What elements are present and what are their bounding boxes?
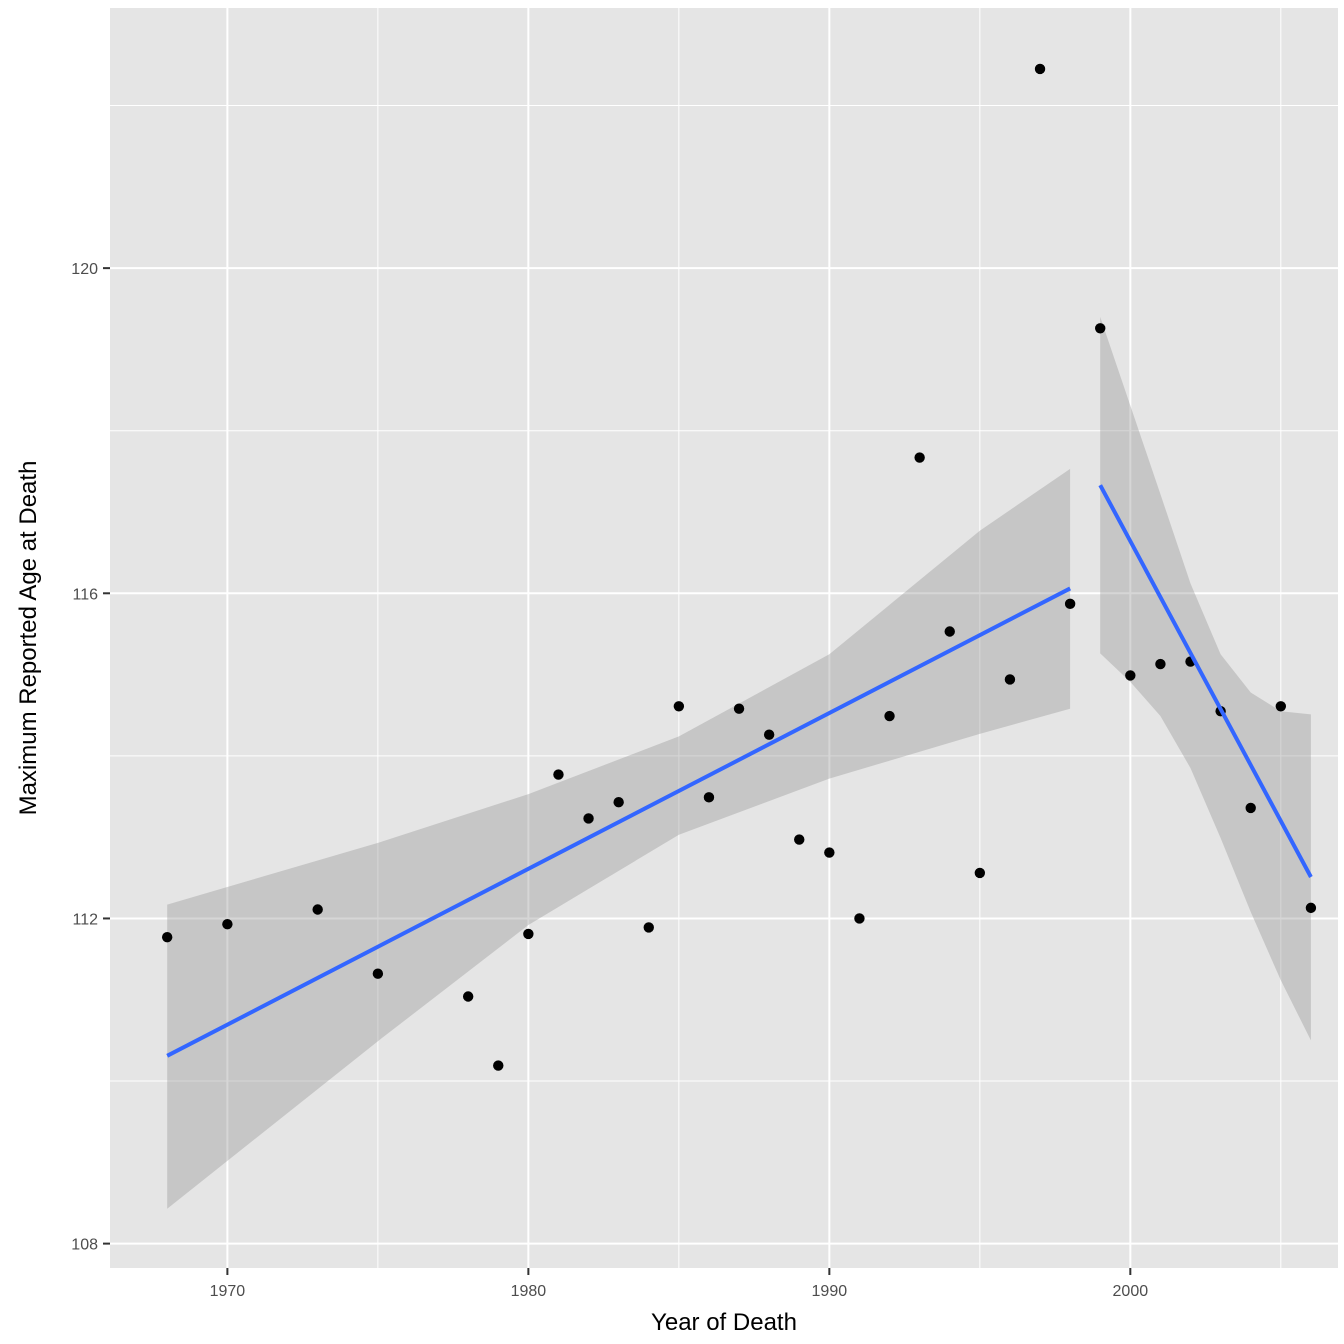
fit-line-1	[166, 586, 1072, 1058]
data-point	[1064, 598, 1076, 610]
fit-line-2	[1098, 484, 1313, 878]
data-point	[824, 847, 835, 858]
x-tick-label: 1990	[812, 1283, 848, 1300]
data-point	[493, 1060, 504, 1071]
fit-lines	[166, 484, 1313, 1058]
axis-tick-labels: 1970 1980 1990 2000 108 112 116 120	[71, 261, 1148, 1300]
confidence-band-1	[167, 468, 1071, 1209]
data-point	[523, 928, 534, 940]
data-point	[161, 931, 173, 943]
data-point	[553, 769, 564, 780]
data-point	[914, 452, 925, 463]
data-point	[1004, 674, 1016, 685]
major-gridlines	[110, 8, 1338, 1268]
y-tick-label: 108	[71, 1237, 98, 1254]
data-point	[854, 913, 865, 924]
data-point	[884, 710, 895, 722]
data-point	[222, 918, 233, 930]
data-point	[643, 922, 654, 933]
data-point	[312, 904, 323, 915]
data-point	[1245, 802, 1256, 814]
data-point	[673, 701, 685, 712]
data-point	[1034, 63, 1046, 75]
y-tick-label: 120	[71, 261, 98, 278]
data-point	[794, 834, 805, 845]
data-point	[1155, 658, 1166, 670]
axis-ticks	[103, 267, 1132, 1275]
y-tick-label: 116	[72, 586, 98, 603]
data-point	[703, 792, 715, 803]
y-axis-title: Maximum Reported Age at Death	[15, 461, 42, 816]
x-tick-label: 2000	[1113, 1283, 1149, 1300]
data-point	[583, 813, 594, 824]
y-tick-label: 112	[72, 911, 98, 928]
data-points	[161, 63, 1317, 1071]
data-point	[1125, 670, 1136, 681]
plot-panel	[110, 8, 1338, 1268]
data-point	[974, 867, 986, 879]
data-point	[1305, 902, 1317, 914]
data-point	[462, 991, 474, 1002]
data-point	[1095, 323, 1106, 334]
data-point	[733, 703, 745, 714]
minor-gridlines	[110, 8, 1338, 1268]
data-point	[613, 797, 624, 808]
data-point	[944, 626, 955, 637]
data-point	[1275, 701, 1287, 712]
data-point	[372, 968, 384, 979]
x-axis-title: Year of Death	[651, 1309, 797, 1336]
x-tick-label: 1970	[210, 1283, 246, 1300]
x-tick-label: 1980	[511, 1283, 547, 1300]
data-point	[763, 729, 775, 740]
